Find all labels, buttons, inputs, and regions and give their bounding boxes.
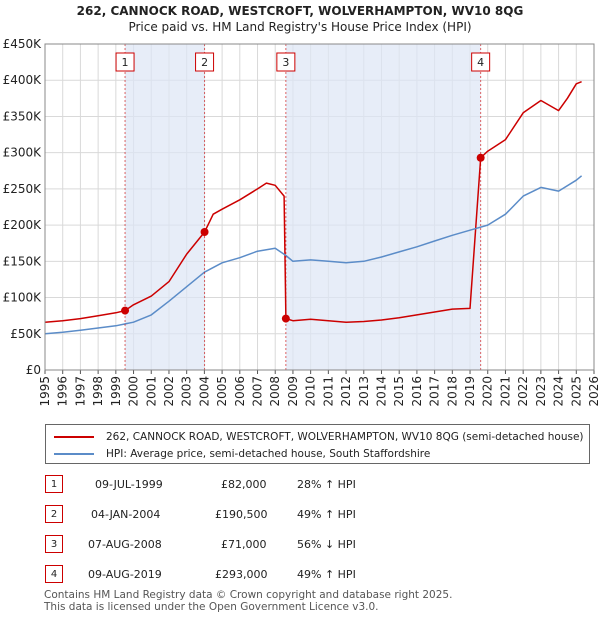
y-tick-label: £200K (3, 218, 43, 232)
sale-point (200, 227, 209, 236)
x-tick-label: 2007 (251, 376, 265, 407)
x-tick-label: 2009 (286, 376, 300, 407)
sale-point (281, 314, 290, 323)
legend-property-label: 262, CANNOCK ROAD, WESTCROFT, WOLVERHAMP… (106, 431, 584, 443)
sale-row: 4 09-AUG-2019 £293,000 49% ↑ HPI (45, 565, 585, 585)
sale-point (121, 306, 130, 315)
x-tick-label: 2008 (268, 376, 282, 407)
sale-date: 07-AUG-2008 (88, 538, 162, 551)
x-tick-label: 2004 (197, 376, 211, 407)
sale-date: 04-JAN-2004 (91, 508, 161, 521)
sale-marker-box (115, 52, 135, 72)
x-tick-label: 2022 (516, 376, 530, 407)
ownership-period-shade (285, 44, 481, 370)
y-tick-label: £350K (3, 109, 43, 123)
sale-hpi-change: 49% ↑ HPI (297, 568, 356, 581)
x-tick-label: 2018 (445, 376, 459, 407)
x-tick-label: 2025 (569, 376, 583, 407)
sale-price: £71,000 (221, 538, 267, 551)
sale-marker-label: 3 (282, 56, 289, 69)
sale-marker-label: 1 (122, 56, 129, 69)
ownership-period-shade (125, 44, 205, 370)
x-tick-label: 2005 (215, 376, 229, 407)
x-tick-label: 2002 (162, 376, 176, 407)
footer-line-1: Contains HM Land Registry data © Crown c… (44, 589, 453, 601)
hpi-line-swatch (54, 453, 94, 455)
footer-line-2: This data is licensed under the Open Gov… (44, 601, 379, 613)
sale-price: £82,000 (221, 478, 267, 491)
plot-border (44, 43, 595, 371)
x-tick-label: 2013 (357, 376, 371, 407)
x-tick-label: 2006 (233, 376, 247, 407)
hpi-line (44, 175, 583, 335)
x-tick-label: 2023 (534, 376, 548, 407)
sale-marker-box (471, 52, 491, 72)
legend: 262, CANNOCK ROAD, WESTCROFT, WOLVERHAMP… (45, 424, 590, 464)
sale-number-badge: 2 (45, 505, 63, 523)
property-price-line (44, 81, 582, 323)
x-tick-label: 2014 (374, 376, 388, 407)
y-tick-label: £50K (10, 327, 42, 341)
sale-price: £293,000 (215, 568, 268, 581)
x-tick-label: 2016 (410, 376, 424, 407)
x-tick-label: 2011 (321, 376, 335, 407)
x-tick-label: 2001 (144, 376, 158, 407)
x-tick-label: 2015 (392, 376, 406, 407)
sale-marker-label: 4 (477, 56, 484, 69)
sale-number-badge: 3 (45, 535, 63, 553)
y-tick-label: £300K (3, 146, 43, 160)
x-tick-label: 1998 (91, 376, 105, 407)
footer-attribution: Contains HM Land Registry data © Crown c… (44, 589, 452, 613)
sale-point (476, 153, 485, 162)
sale-marker-box (276, 52, 296, 72)
sale-marker-box (195, 52, 215, 72)
legend-hpi-label: HPI: Average price, semi-detached house,… (106, 448, 431, 460)
x-tick-label: 2017 (428, 376, 442, 407)
x-tick-label: 2010 (304, 376, 318, 407)
property-line-swatch (54, 436, 94, 438)
chart-title: 262, CANNOCK ROAD, WESTCROFT, WOLVERHAMP… (77, 4, 524, 18)
x-tick-label: 2021 (498, 376, 512, 407)
x-tick-label: 2026 (587, 376, 600, 407)
x-tick-label: 1997 (73, 376, 87, 407)
sale-hpi-change: 28% ↑ HPI (297, 478, 356, 491)
x-tick-label: 2019 (463, 376, 477, 407)
legend-item-hpi: HPI: Average price, semi-detached house,… (54, 446, 430, 462)
chart-subtitle: Price paid vs. HM Land Registry's House … (128, 20, 471, 34)
sale-hpi-change: 56% ↓ HPI (297, 538, 356, 551)
x-tick-label: 2012 (339, 376, 353, 407)
x-tick-label: 2003 (180, 376, 194, 407)
legend-item-property: 262, CANNOCK ROAD, WESTCROFT, WOLVERHAMP… (54, 429, 584, 445)
price-chart: 262, CANNOCK ROAD, WESTCROFT, WOLVERHAMP… (3, 4, 600, 407)
x-tick-label: 1996 (56, 376, 70, 407)
sale-number-badge: 1 (45, 475, 63, 493)
x-tick-label: 1999 (109, 376, 123, 407)
sale-row: 1 09-JUL-1999 £82,000 28% ↑ HPI (45, 475, 585, 495)
y-tick-label: £400K (3, 73, 43, 87)
y-tick-label: £100K (3, 291, 43, 305)
sale-row: 3 07-AUG-2008 £71,000 56% ↓ HPI (45, 535, 585, 555)
sale-marker-label: 2 (201, 56, 208, 69)
x-tick-label: 2024 (552, 376, 566, 407)
sale-hpi-change: 49% ↑ HPI (297, 508, 356, 521)
sale-price: £190,500 (215, 508, 268, 521)
x-tick-label: 2020 (481, 376, 495, 407)
sale-date: 09-AUG-2019 (88, 568, 162, 581)
sale-row: 2 04-JAN-2004 £190,500 49% ↑ HPI (45, 505, 585, 525)
x-tick-label: 1995 (38, 376, 52, 407)
y-tick-label: £150K (3, 254, 43, 268)
y-tick-label: £0 (26, 363, 41, 377)
sale-date: 09-JUL-1999 (95, 478, 163, 491)
x-tick-label: 2000 (127, 376, 141, 407)
y-tick-label: £450K (3, 37, 43, 51)
sale-number-badge: 4 (45, 565, 63, 583)
y-tick-label: £250K (3, 182, 43, 196)
